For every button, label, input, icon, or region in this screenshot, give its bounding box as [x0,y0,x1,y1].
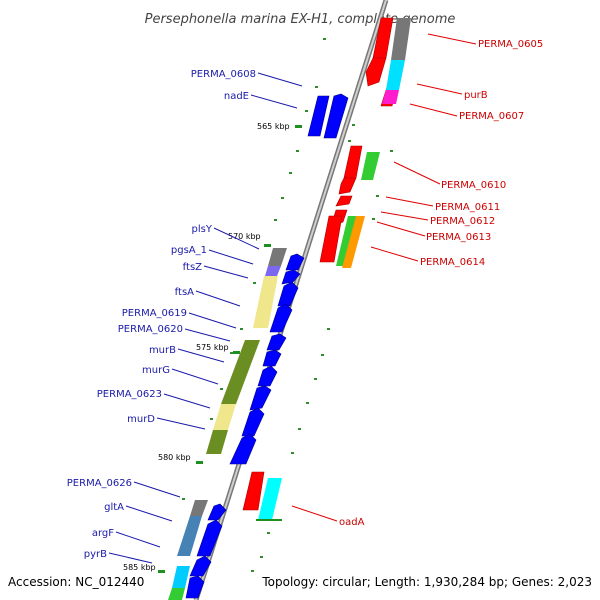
label-plsY: plsY [192,224,213,235]
label-perma-0610: PERMA_0610 [441,180,506,191]
label-perma-0605: PERMA_0605 [478,39,543,50]
label-murD: murD [127,414,155,425]
tick-mark-570 [264,244,271,247]
gene-perma-0612 [335,195,353,207]
label-murG: murG [142,365,170,376]
tick-label-570: 570 kbp [228,232,261,241]
gene-perma-0611 [338,177,357,195]
genome-summary-text: Topology: circular; Length: 1,930,284 bp… [261,575,592,589]
accession-text: Accession: NC_012440 [8,575,144,589]
label-ftsZ: ftsZ [183,262,202,273]
label-perma-0626: PERMA_0626 [67,478,132,489]
label-perma-0612: PERMA_0612 [430,216,495,227]
label-perma-0619: PERMA_0619 [122,308,187,319]
cog-khaki-1 [253,276,278,328]
label-perma-0613: PERMA_0613 [426,232,491,243]
gene-gltA [196,519,223,557]
scale-ticks [158,125,302,573]
gene-perma-0623 [241,407,265,437]
gene-perma-0608 [307,95,330,137]
tick-mark-585 [158,570,165,573]
forward-labels: PERMA_0605 purB PERMA_0607 PERMA_0610 PE… [339,39,543,528]
scale-tick-labels: 565 kbp 570 kbp 575 kbp 580 kbp 585 kbp [123,122,290,572]
cog-green-2 [336,216,358,266]
label-pyrB: pyrB [84,549,107,560]
cog-cyan-oadA [258,478,282,520]
tick-label-585: 585 kbp [123,563,156,572]
label-gltA: gltA [104,502,124,513]
gene-perma-0626 [207,503,227,521]
cog-magenta [382,90,399,104]
label-perma-0607: PERMA_0607 [459,111,524,122]
gene-purB [365,57,387,87]
cog-olive-1 [221,340,260,404]
gene-pgsA_1 [281,269,301,285]
gene-murD [229,433,257,465]
forward-label-lines [291,33,477,522]
forward-genes [242,17,411,521]
label-perma-0623: PERMA_0623 [97,389,162,400]
label-nadE: nadE [224,91,249,102]
gene-perma-0619 [266,333,287,351]
tick-mark-575 [233,351,240,354]
tick-label-565: 565 kbp [257,122,290,131]
cog-cyan-low [172,566,190,588]
gene-perma-0620 [262,349,282,367]
label-pgsA_1: pgsA_1 [171,245,207,256]
label-oadA: oadA [339,517,365,528]
reverse-genes [168,93,349,600]
label-murB: murB [149,345,176,356]
label-ftsA: ftsA [175,287,194,298]
tick-mark-580 [196,461,203,464]
reverse-label-lines [108,72,303,564]
gene-murB [257,365,278,387]
cog-olive-2 [206,430,228,454]
cog-green-1 [361,152,380,180]
cog-gray-mid [268,248,287,266]
gene-ftsZ [277,281,299,307]
gene-plsY [285,253,305,271]
tick-label-575: 575 kbp [196,343,229,352]
label-argF: argF [92,528,114,539]
cog-gray-low [190,500,208,516]
label-perma-0620: PERMA_0620 [118,324,183,335]
cog-orange [342,216,365,268]
label-purB: purB [464,90,488,101]
cog-gray-top [391,18,411,60]
label-perma-0608: PERMA_0608 [191,69,256,80]
cog-khaki-2 [213,404,236,430]
gene-oadA [242,471,265,511]
gene-perma-0614 [319,215,343,263]
label-perma-0614: PERMA_0614 [420,257,485,268]
gene-pyrB [185,575,205,599]
tick-label-580: 580 kbp [158,453,191,462]
gene-nadE [323,93,349,139]
gene-murG [249,385,272,411]
cog-steelblue [177,516,202,556]
ring-dots [182,38,393,572]
gene-ftsA [269,303,293,333]
reverse-labels: PERMA_0608 nadE plsY pgsA_1 ftsZ ftsA PE… [67,69,256,560]
gene-perma-0610 [343,145,363,179]
cog-purple [265,266,281,276]
tick-mark-565 [295,125,302,128]
gene-argF [189,555,212,577]
label-perma-0611: PERMA_0611 [435,202,500,213]
cog-cyan [386,60,405,90]
cog-green-low [168,588,185,600]
